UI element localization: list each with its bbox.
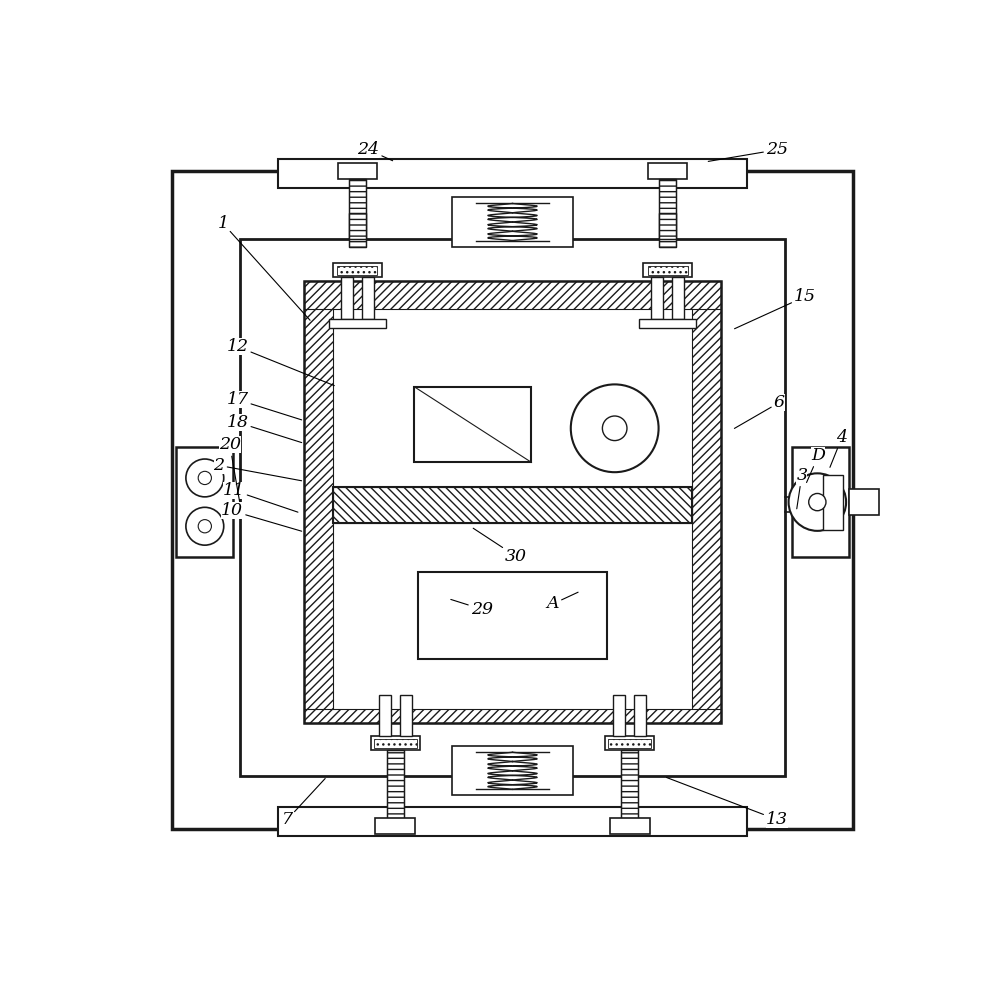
Bar bbox=[823, 475, 843, 530]
Bar bbox=[176, 447, 233, 557]
Bar bbox=[374, 738, 417, 748]
Bar bbox=[659, 212, 676, 239]
Circle shape bbox=[186, 507, 224, 546]
Circle shape bbox=[186, 459, 224, 496]
Bar bbox=[610, 818, 650, 835]
Bar bbox=[418, 572, 607, 660]
Bar bbox=[304, 709, 721, 723]
Text: 15: 15 bbox=[735, 288, 816, 328]
Bar bbox=[387, 750, 404, 826]
Bar bbox=[605, 736, 654, 750]
Text: 12: 12 bbox=[226, 338, 334, 385]
Bar bbox=[792, 447, 849, 557]
Text: 2: 2 bbox=[214, 457, 302, 481]
Text: 29: 29 bbox=[451, 600, 493, 617]
Bar bbox=[672, 277, 684, 318]
Circle shape bbox=[198, 520, 211, 533]
Bar bbox=[240, 239, 785, 777]
Bar bbox=[634, 695, 646, 736]
Bar bbox=[648, 162, 687, 179]
Bar bbox=[362, 277, 374, 318]
Bar bbox=[849, 489, 879, 515]
Circle shape bbox=[789, 474, 846, 531]
Text: 20: 20 bbox=[219, 436, 241, 501]
Bar bbox=[329, 318, 386, 327]
Bar bbox=[278, 159, 747, 188]
Circle shape bbox=[198, 471, 211, 485]
Bar bbox=[379, 695, 391, 736]
Bar bbox=[304, 281, 721, 723]
Text: 24: 24 bbox=[357, 142, 393, 161]
Text: A: A bbox=[547, 592, 578, 612]
Bar bbox=[349, 212, 366, 239]
Bar bbox=[659, 179, 676, 247]
Text: 11: 11 bbox=[223, 482, 298, 512]
Circle shape bbox=[602, 416, 627, 440]
Bar bbox=[452, 746, 573, 795]
Text: 3: 3 bbox=[796, 467, 807, 509]
Bar bbox=[692, 281, 721, 723]
Bar bbox=[371, 736, 420, 750]
Bar bbox=[341, 277, 353, 318]
Text: D: D bbox=[807, 447, 825, 483]
Text: 10: 10 bbox=[221, 502, 302, 531]
Bar bbox=[375, 818, 415, 835]
Bar bbox=[621, 750, 638, 826]
Bar bbox=[304, 281, 333, 723]
Bar bbox=[304, 281, 721, 310]
Bar bbox=[349, 179, 366, 247]
Bar bbox=[659, 212, 676, 239]
Bar bbox=[608, 738, 651, 748]
Text: 17: 17 bbox=[226, 391, 302, 420]
Bar bbox=[648, 265, 688, 274]
Text: 18: 18 bbox=[226, 414, 302, 442]
Bar bbox=[338, 162, 377, 179]
Bar bbox=[337, 265, 377, 274]
Text: 13: 13 bbox=[666, 778, 788, 828]
Bar bbox=[333, 487, 692, 523]
Bar bbox=[387, 750, 404, 826]
Circle shape bbox=[571, 384, 659, 472]
Text: 6: 6 bbox=[734, 394, 785, 429]
Text: 1: 1 bbox=[217, 214, 310, 320]
Bar bbox=[621, 750, 638, 826]
Bar bbox=[333, 263, 382, 277]
Text: 4: 4 bbox=[830, 429, 847, 467]
Bar bbox=[333, 487, 692, 523]
Bar bbox=[651, 277, 663, 318]
Bar bbox=[349, 212, 366, 239]
Text: 30: 30 bbox=[473, 528, 527, 565]
Text: 7: 7 bbox=[282, 779, 325, 828]
Bar bbox=[613, 695, 625, 736]
Bar bbox=[278, 807, 747, 836]
Bar bbox=[414, 386, 531, 462]
Text: 25: 25 bbox=[708, 142, 788, 161]
Circle shape bbox=[809, 493, 826, 511]
Bar bbox=[349, 179, 366, 247]
Bar bbox=[172, 171, 853, 830]
Bar bbox=[452, 198, 573, 247]
Bar bbox=[400, 695, 412, 736]
Bar bbox=[643, 263, 692, 277]
Bar bbox=[659, 179, 676, 247]
Bar bbox=[639, 318, 696, 327]
